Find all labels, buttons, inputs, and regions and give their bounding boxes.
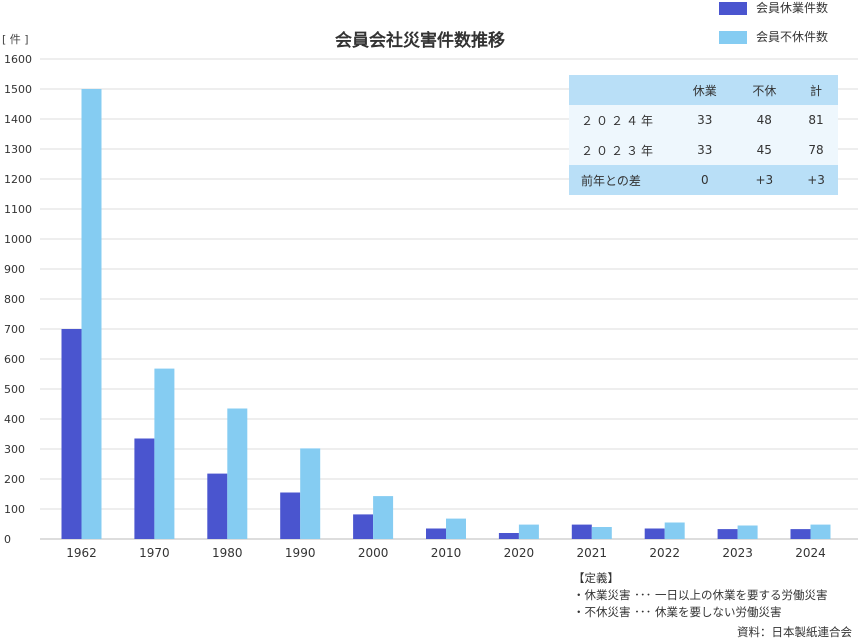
x-axis-ticks: 1962 1970 1980 1990 2000 2010 2020 2021 2022 2023… — [66, 546, 826, 560]
table-cell: 前年との差 — [581, 173, 641, 188]
summary-table: 休業 不休 計 ２０２４年 33 48 81 ２０２３年 33 45 78 前年… — [569, 75, 838, 195]
bar-fukyu — [446, 518, 466, 539]
y-tick-label: 100 — [4, 503, 25, 516]
table-cell: ２０２３年 — [581, 143, 657, 158]
table-cell: 33 — [697, 113, 713, 127]
x-tick-label: 1970 — [139, 546, 170, 560]
bar-fukyu — [737, 525, 758, 539]
x-tick-label: 2023 — [722, 546, 753, 560]
table-cell: 45 — [756, 143, 772, 157]
bar-kyugyo — [61, 329, 82, 539]
bar-kyugyo — [426, 528, 446, 539]
x-tick-label: 2020 — [504, 546, 535, 560]
legend-item-fukyu: 会員不休件数 — [719, 29, 828, 45]
gridlines — [40, 58, 858, 540]
bar-kyugyo — [134, 438, 155, 539]
x-tick-label: 1962 — [66, 546, 97, 560]
bar-fukyu — [810, 524, 831, 539]
table-cell: 78 — [808, 143, 824, 157]
bar-fukyu — [154, 368, 175, 539]
y-tick-label: 1400 — [4, 113, 32, 126]
x-tick-label: 2021 — [577, 546, 608, 560]
bar-fukyu — [373, 496, 394, 539]
chart-title: 会員会社災害件数推移 — [335, 31, 505, 51]
y-tick-label: 900 — [4, 263, 25, 276]
table-header-cell: 計 — [810, 83, 823, 98]
bar-fukyu — [518, 524, 539, 539]
x-tick-label: 2024 — [795, 546, 826, 560]
table-cell: 81 — [808, 113, 824, 127]
legend-label: 会員休業件数 — [756, 1, 829, 15]
notes-line: ・休業災害 ･･･ 一日以上の休業を要する労働災害 — [573, 588, 828, 602]
bar-kyugyo — [644, 528, 665, 539]
y-tick-label: 1600 — [4, 53, 32, 66]
bar-fukyu — [300, 448, 321, 539]
legend-swatch-kyugyo — [719, 2, 747, 15]
bar-kyugyo — [498, 533, 519, 539]
y-tick-label: 1200 — [4, 173, 32, 186]
definition-notes: 【定義】 ・休業災害 ･･･ 一日以上の休業を要する労働災害 ・不休災害 ･･･… — [573, 570, 828, 621]
bar-fukyu — [227, 408, 248, 539]
table-cell: ２０２４年 — [581, 113, 657, 128]
table-header-cell: 休業 — [692, 83, 717, 98]
legend-label: 会員不休件数 — [756, 30, 829, 44]
y-tick-label: 500 — [4, 383, 25, 396]
y-tick-label: 0 — [4, 533, 11, 546]
table-header-cell — [569, 75, 675, 105]
x-tick-label: 1990 — [285, 546, 316, 560]
table-row: 前年との差 0 +3 +3 — [569, 165, 838, 195]
bar-kyugyo — [207, 473, 228, 539]
x-tick-label: 2022 — [649, 546, 680, 560]
y-tick-label: 1300 — [4, 143, 32, 156]
y-tick-label: 600 — [4, 353, 25, 366]
bar-fukyu — [664, 522, 685, 539]
table-row: ２０２３年 33 45 78 — [569, 135, 838, 165]
bar-kyugyo — [717, 529, 738, 539]
y-tick-label: 300 — [4, 443, 25, 456]
legend-swatch-fukyu — [719, 31, 747, 44]
y-axis-ticks: 0 100 200 300 400 500 600 700 800 900 1000 1100 1200… — [4, 53, 32, 546]
source-note: 資料：日本製紙連合会 — [737, 625, 852, 639]
table-cell: +3 — [807, 173, 825, 187]
y-tick-label: 200 — [4, 473, 25, 486]
bars — [61, 89, 831, 539]
x-tick-label: 2010 — [431, 546, 462, 560]
y-tick-label: 1500 — [4, 83, 32, 96]
bar-kyugyo — [790, 529, 811, 539]
notes-heading: 【定義】 — [573, 571, 619, 585]
bar-fukyu — [591, 527, 612, 539]
table-cell: 33 — [697, 143, 713, 157]
bar-kyugyo — [571, 524, 592, 539]
y-tick-label: 1100 — [4, 203, 32, 216]
x-tick-label: 1980 — [212, 546, 243, 560]
x-tick-label: 2000 — [358, 546, 389, 560]
summary-table-header: 休業 不休 計 — [569, 75, 838, 105]
y-tick-label: 400 — [4, 413, 25, 426]
legend-item-kyugyo: 会員休業件数 — [719, 0, 828, 16]
table-header-cell: 不休 — [752, 83, 777, 98]
table-cell: 48 — [756, 113, 772, 127]
notes-line: ・不休災害 ･･･ 休業を要しない労働災害 — [573, 605, 782, 619]
table-row: ２０２４年 33 48 81 — [569, 105, 838, 135]
bar-kyugyo — [280, 492, 301, 539]
y-axis-unit-label: [ 件 ] — [2, 33, 29, 46]
y-tick-label: 700 — [4, 323, 25, 336]
table-cell: +3 — [755, 173, 774, 187]
table-cell: 0 — [700, 173, 709, 187]
bar-fukyu — [81, 89, 102, 539]
y-tick-label: 1000 — [4, 233, 32, 246]
y-tick-label: 800 — [4, 293, 25, 306]
bar-kyugyo — [353, 514, 374, 539]
